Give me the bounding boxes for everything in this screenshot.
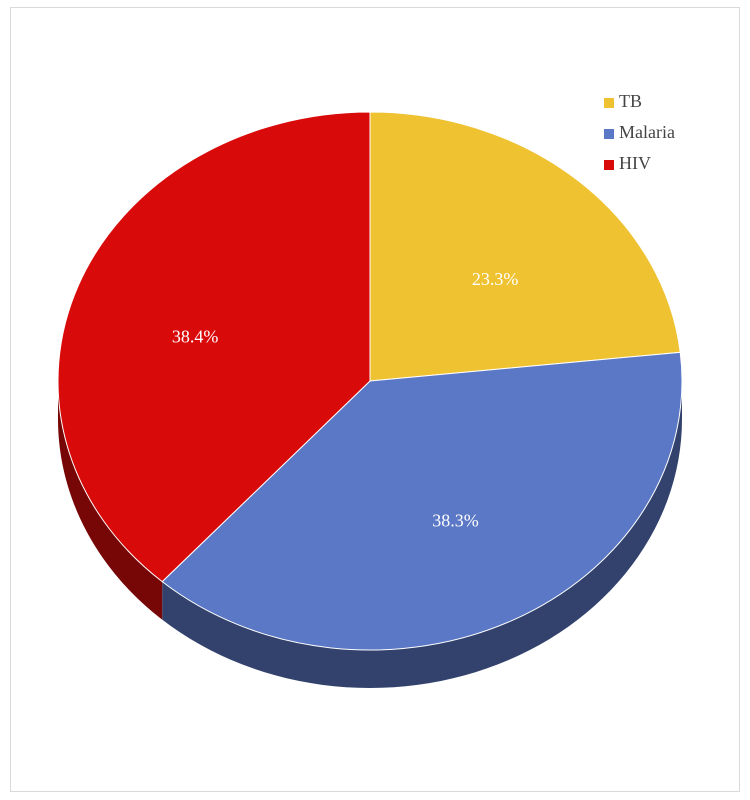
legend-label: TB xyxy=(619,91,642,111)
legend-swatch xyxy=(604,98,614,108)
data-label: 23.3% xyxy=(472,269,519,289)
slice-side xyxy=(58,381,163,620)
legend-swatch xyxy=(604,129,614,139)
legend-label: Malaria xyxy=(619,122,675,142)
data-label: 38.4% xyxy=(172,326,219,346)
slice xyxy=(369,111,681,382)
data-label: 38.3% xyxy=(432,511,479,531)
legend-swatch xyxy=(604,160,614,170)
slice-side xyxy=(162,381,683,688)
legend-label: HIV xyxy=(619,153,651,173)
slice xyxy=(161,351,683,651)
slice xyxy=(57,111,371,583)
